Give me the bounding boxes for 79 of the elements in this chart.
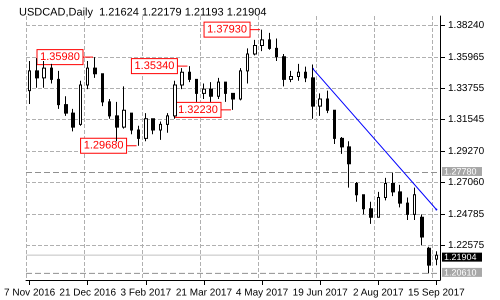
x-tick-label: 4 May 2017	[236, 288, 289, 298]
x-tick-label: 19 Jun 2017	[292, 288, 348, 298]
x-tick-label: 7 Nov 2016	[4, 288, 56, 298]
annotation: 1.35980	[40, 51, 80, 64]
candlestick	[282, 53, 286, 87]
candlestick	[406, 197, 409, 221]
x-tick-label: 3 Feb 2017	[120, 288, 172, 298]
candlestick	[108, 98, 111, 120]
y-tick-label: 1.22575	[448, 240, 485, 252]
candlestick	[260, 29, 264, 52]
candlestick	[347, 140, 351, 188]
candlestick	[304, 66, 307, 83]
x-tick-label: 21 Dec 2016	[59, 288, 117, 298]
candlestick	[362, 194, 365, 215]
annotation: 1.37930	[207, 24, 247, 36]
candlestick	[268, 32, 271, 50]
candlestick	[195, 78, 198, 102]
candlestick	[50, 63, 53, 84]
candlestick	[130, 112, 133, 135]
candlestick	[384, 177, 387, 201]
candlestick	[369, 201, 373, 224]
candlestick	[355, 182, 358, 202]
candlestick	[137, 125, 140, 146]
candlestick	[144, 112, 148, 142]
candlestick	[231, 92, 235, 110]
candlestick	[420, 214, 424, 246]
y-tick-label: 1.35965	[448, 52, 485, 63]
candlestick	[180, 68, 184, 90]
candlestick	[57, 70, 60, 110]
candlestick	[71, 108, 75, 132]
ref-line-label: 1.27780	[444, 166, 477, 176]
y-tick-label: 1.27060	[448, 177, 485, 188]
candlestick	[413, 187, 416, 221]
x-tick-label: 21 Mar 2017	[176, 288, 232, 298]
candlestick	[217, 77, 220, 100]
candlestick	[101, 73, 104, 107]
chart-title: USDCAD,Daily 1.21624 1.22179 1.21193 1.21904	[19, 6, 266, 18]
candlestick	[93, 56, 97, 78]
candlestick	[435, 250, 438, 266]
candlestick	[122, 86, 126, 130]
candlestick	[289, 70, 293, 83]
candlestick	[224, 82, 227, 102]
candlestick	[333, 110, 336, 145]
ref-line-label: 1.20610	[444, 267, 477, 278]
ref-line-label: 1.21904	[444, 252, 477, 262]
candlestick	[35, 58, 39, 88]
candlestick	[239, 68, 242, 101]
candlestick	[326, 90, 329, 114]
candlestick	[115, 101, 119, 142]
candlestick	[391, 172, 395, 197]
candlestick	[427, 246, 431, 274]
candlestick	[151, 118, 155, 135]
candlestick	[188, 66, 191, 83]
candlestick	[377, 191, 380, 218]
candlestick	[202, 83, 206, 100]
candlestick	[398, 184, 402, 208]
candlestick	[79, 80, 82, 126]
y-tick-label: 1.33755	[448, 82, 485, 94]
candlestick	[253, 39, 257, 56]
candlestick	[166, 112, 169, 134]
candlestick	[246, 48, 249, 84]
annotation: 1.35340	[134, 60, 174, 72]
x-tick-label: 15 Sep 2017	[408, 288, 466, 298]
candlestick	[209, 82, 213, 102]
candlestick	[86, 60, 89, 90]
candlestick	[159, 121, 162, 140]
x-tick-label: 2 Aug 2017	[352, 288, 404, 298]
y-tick-label: 1.29270	[448, 146, 485, 158]
y-tick-label: 1.24785	[448, 209, 485, 220]
candlestick	[64, 96, 68, 116]
candlestick	[297, 63, 300, 82]
candlestick	[275, 38, 278, 62]
candlestick	[318, 92, 322, 116]
candlestick	[340, 136, 344, 154]
y-tick-label: 1.31545	[448, 114, 485, 126]
annotation: 1.32230	[178, 104, 218, 116]
annotation: 1.29680	[84, 140, 124, 152]
candlestick	[28, 60, 31, 104]
y-tick-label: 1.38240	[448, 20, 485, 31]
